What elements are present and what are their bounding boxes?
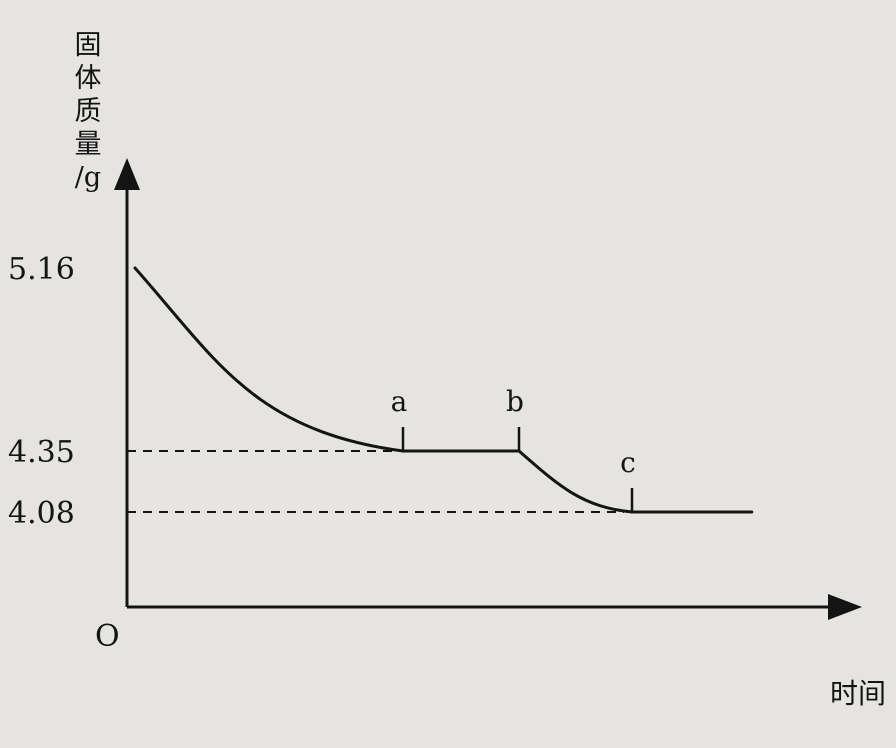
x-axis-arrow [828,594,862,620]
y-axis-label-char: 体 [75,63,102,94]
y-axis-label-char: 量 [75,129,102,160]
y-tick-label: 5.16 [8,252,75,287]
tick-marks [401,427,634,512]
y-axis-label-char: /g [75,162,101,193]
origin-label: O [95,619,120,654]
y-tick-label: 4.08 [8,496,75,531]
y-axis-arrow [114,158,140,190]
series-segment [517,449,634,514]
point-label-b: b [506,385,524,418]
y-tick-label: 4.35 [8,435,75,470]
reference-lines [127,450,624,513]
point-label-a: a [391,385,408,418]
axes [114,158,862,620]
y-axis-label-char: 质 [75,96,102,127]
point-label-c: c [620,446,636,479]
x-axis-label: 时间 [830,677,886,710]
y-axis-label-char: 固 [75,30,102,61]
series-segment [133,266,405,453]
series-curves [133,266,754,514]
